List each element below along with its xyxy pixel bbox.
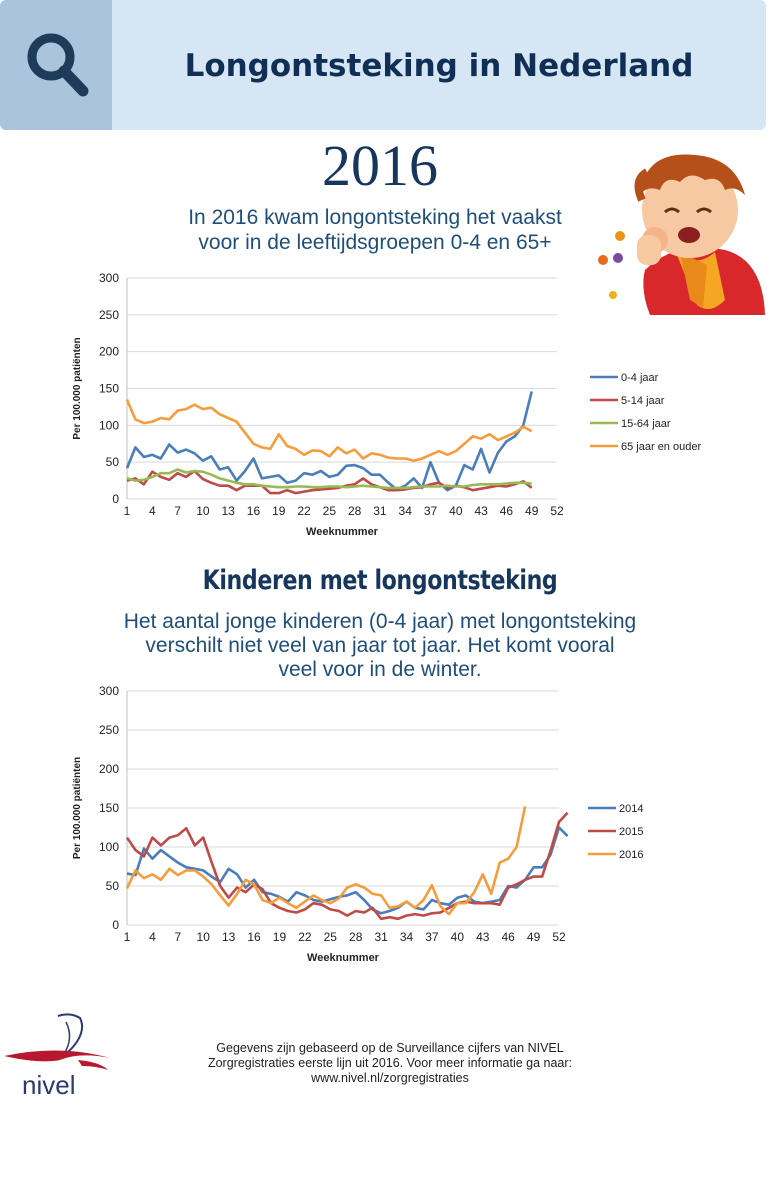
section-title-children: Kinderen met longontsteking <box>202 565 558 596</box>
y-tick-label: 250 <box>99 308 119 322</box>
x-tick-label: 13 <box>221 504 235 518</box>
legend-label: 2016 <box>619 849 643 861</box>
page-title: Longontsteking in Nederland <box>184 48 694 84</box>
intro-line-1: In 2016 kwam longontsteking het vaakst <box>188 206 562 229</box>
x-tick-label: 7 <box>174 504 181 518</box>
y-tick-label: 0 <box>112 918 119 932</box>
x-tick-label: 37 <box>425 930 439 944</box>
legend-label: 65 jaar en ouder <box>621 441 701 453</box>
series-line-5-14-jaar <box>126 469 533 495</box>
x-axis-label: Weeknummer <box>306 526 379 538</box>
y-tick-label: 300 <box>99 684 119 698</box>
legend-label: 0-4 jaar <box>621 372 659 384</box>
search-icon <box>27 33 89 97</box>
series-line-2015 <box>125 811 569 921</box>
y-tick-label: 150 <box>99 801 119 815</box>
coughing-child-illustration <box>598 154 765 315</box>
x-tick-label: 43 <box>474 504 488 518</box>
x-tick-label: 16 <box>247 930 261 944</box>
source-url-link[interactable]: www.nivel.nl/zorgregistraties <box>311 1071 469 1085</box>
x-tick-label: 19 <box>273 930 287 944</box>
series-line-0-4-jaar <box>125 391 533 492</box>
x-tick-label: 34 <box>400 930 414 944</box>
x-tick-label: 22 <box>298 930 312 944</box>
x-tick-label: 46 <box>501 930 515 944</box>
source-line-2: Zorgregistraties eerste lijn uit 2016. V… <box>207 1056 573 1070</box>
y-tick-label: 50 <box>106 455 120 469</box>
x-tick-label: 7 <box>174 930 181 944</box>
y-tick-label: 200 <box>99 762 119 776</box>
legend-label: 2015 <box>619 826 643 838</box>
legend-label: 5-14 jaar <box>621 395 665 407</box>
chart-age-groups-2016: 0 50 100 150 200 250 300 1 4 7 10 13 16 19 22 25 28 31 34 3… <box>60 265 760 560</box>
x-tick-label: 37 <box>424 504 438 518</box>
legend-label: 2014 <box>619 803 643 815</box>
x-tick-label: 25 <box>323 504 337 518</box>
y-tick-label: 0 <box>112 492 119 506</box>
legend-label: 15-64 jaar <box>621 418 671 430</box>
x-tick-label: 52 <box>552 930 566 944</box>
chart-children-by-year: 0 50 100 150 200 250 300 1 4 7 10 13 16 19 22 25 28 31 34 3… <box>60 680 760 980</box>
x-tick-label: 49 <box>527 930 541 944</box>
y-tick-label: 50 <box>106 879 120 893</box>
y-axis-label: Per 100.000 patiënten <box>72 757 83 859</box>
series-line-15-64-jaar <box>126 468 532 490</box>
x-tick-label: 22 <box>297 504 311 518</box>
y-tick-label: 200 <box>99 345 119 359</box>
x-tick-label: 25 <box>324 930 338 944</box>
children-line-1: Het aantal jonge kinderen (0-4 jaar) met… <box>123 610 637 633</box>
x-tick-label: 19 <box>272 504 286 518</box>
y-tick-label: 300 <box>99 271 119 285</box>
x-tick-label: 40 <box>449 504 463 518</box>
header-banner: Longontsteking in Nederland <box>0 0 766 130</box>
x-tick-label: 52 <box>550 504 564 518</box>
intro-text: In 2016 kwam longontsteking het vaakst v… <box>140 205 610 255</box>
y-tick-label: 100 <box>99 840 119 854</box>
x-tick-label: 4 <box>149 504 156 518</box>
x-tick-label: 34 <box>399 504 413 518</box>
x-tick-label: 1 <box>124 504 131 518</box>
source-line-1: Gegevens zijn gebaseerd op de Surveillan… <box>216 1041 564 1055</box>
y-tick-label: 150 <box>99 382 119 396</box>
nivel-logo-text: nivel <box>22 1070 75 1100</box>
x-tick-label: 28 <box>349 930 363 944</box>
y-axis-label: Per 100.000 patiënten <box>72 337 83 439</box>
search-button[interactable] <box>0 0 112 130</box>
x-tick-label: 4 <box>149 930 156 944</box>
x-axis-label: Weeknummer <box>307 952 380 964</box>
y-tick-label: 250 <box>99 723 119 737</box>
nivel-logo: nivel <box>4 1013 110 1100</box>
year-heading: 2016 <box>322 133 438 198</box>
children-line-2: verschilt niet veel van jaar tot jaar. H… <box>145 634 615 657</box>
series-line-2014 <box>126 826 569 915</box>
x-tick-label: 46 <box>500 504 514 518</box>
series-line-65-jaar-en-ouder <box>125 399 533 462</box>
series-line-2016 <box>125 806 527 916</box>
x-tick-label: 40 <box>451 930 465 944</box>
source-note: Gegevens zijn gebaseerd op de Surveillan… <box>180 1041 600 1086</box>
x-tick-label: 1 <box>124 930 131 944</box>
x-tick-label: 10 <box>197 930 211 944</box>
y-tick-label: 100 <box>99 418 119 432</box>
x-tick-label: 10 <box>196 504 210 518</box>
x-tick-label: 31 <box>373 504 387 518</box>
x-tick-label: 43 <box>476 930 490 944</box>
x-tick-label: 13 <box>222 930 236 944</box>
x-tick-label: 28 <box>348 504 362 518</box>
children-text: Het aantal jonge kinderen (0-4 jaar) met… <box>80 610 680 682</box>
x-tick-label: 49 <box>525 504 539 518</box>
children-line-3: veel voor in de winter. <box>278 658 482 681</box>
x-tick-label: 16 <box>247 504 261 518</box>
x-tick-label: 31 <box>374 930 388 944</box>
intro-line-2: voor in de leeftijdsgroepen 0-4 en 65+ <box>198 231 552 254</box>
